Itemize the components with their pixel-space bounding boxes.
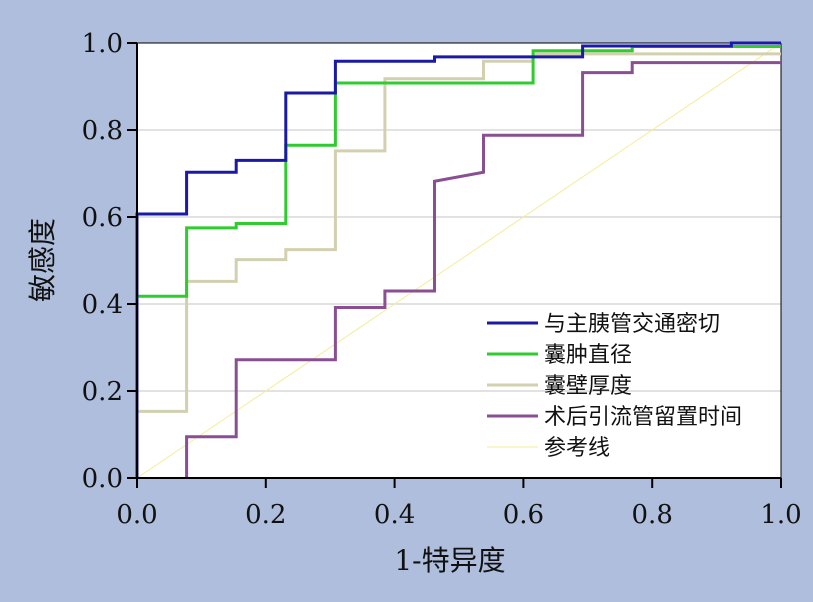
y-tick-label-2: 0.4 — [82, 290, 123, 320]
x-tick-label-3: 0.6 — [503, 500, 544, 530]
y-tick-label-4: 0.8 — [82, 116, 123, 146]
legend-label-1: 囊肿直径 — [544, 343, 632, 368]
series-line-2 — [135, 52, 781, 478]
x-axis-title: 1-特异度 — [394, 544, 505, 577]
y-tick-label-3: 0.6 — [82, 203, 123, 233]
axis-ticks: 0.0 0.2 0.4 0.6 0.8 1.0 0.0 0.2 0.4 0.6 0.8 1.0 — [82, 29, 802, 530]
y-axis-title: 敏感度 — [26, 218, 59, 302]
x-tick-label-1: 0.2 — [245, 500, 286, 530]
legend-label-2: 囊壁厚度 — [544, 374, 632, 399]
x-tick-label-5: 1.0 — [760, 500, 801, 530]
series-line-3 — [185, 61, 781, 478]
legend-label-3: 术后引流管留置时间 — [544, 405, 742, 430]
grid-lines — [137, 129, 781, 392]
x-tick-label-0: 0.0 — [116, 500, 157, 530]
y-tick-label-0: 0.0 — [82, 464, 123, 494]
series-line-0 — [135, 41, 781, 478]
x-tick-label-4: 0.8 — [632, 500, 673, 530]
y-tick-label-5: 1.0 — [82, 29, 123, 59]
y-tick-label-1: 0.2 — [82, 377, 123, 407]
legend-label-4: 参考线 — [544, 436, 610, 461]
x-tick-label-2: 0.4 — [374, 500, 415, 530]
series-lines — [135, 41, 782, 479]
series-line-4 — [136, 42, 782, 479]
legend-label-0: 与主胰管交通密切 — [544, 312, 720, 337]
